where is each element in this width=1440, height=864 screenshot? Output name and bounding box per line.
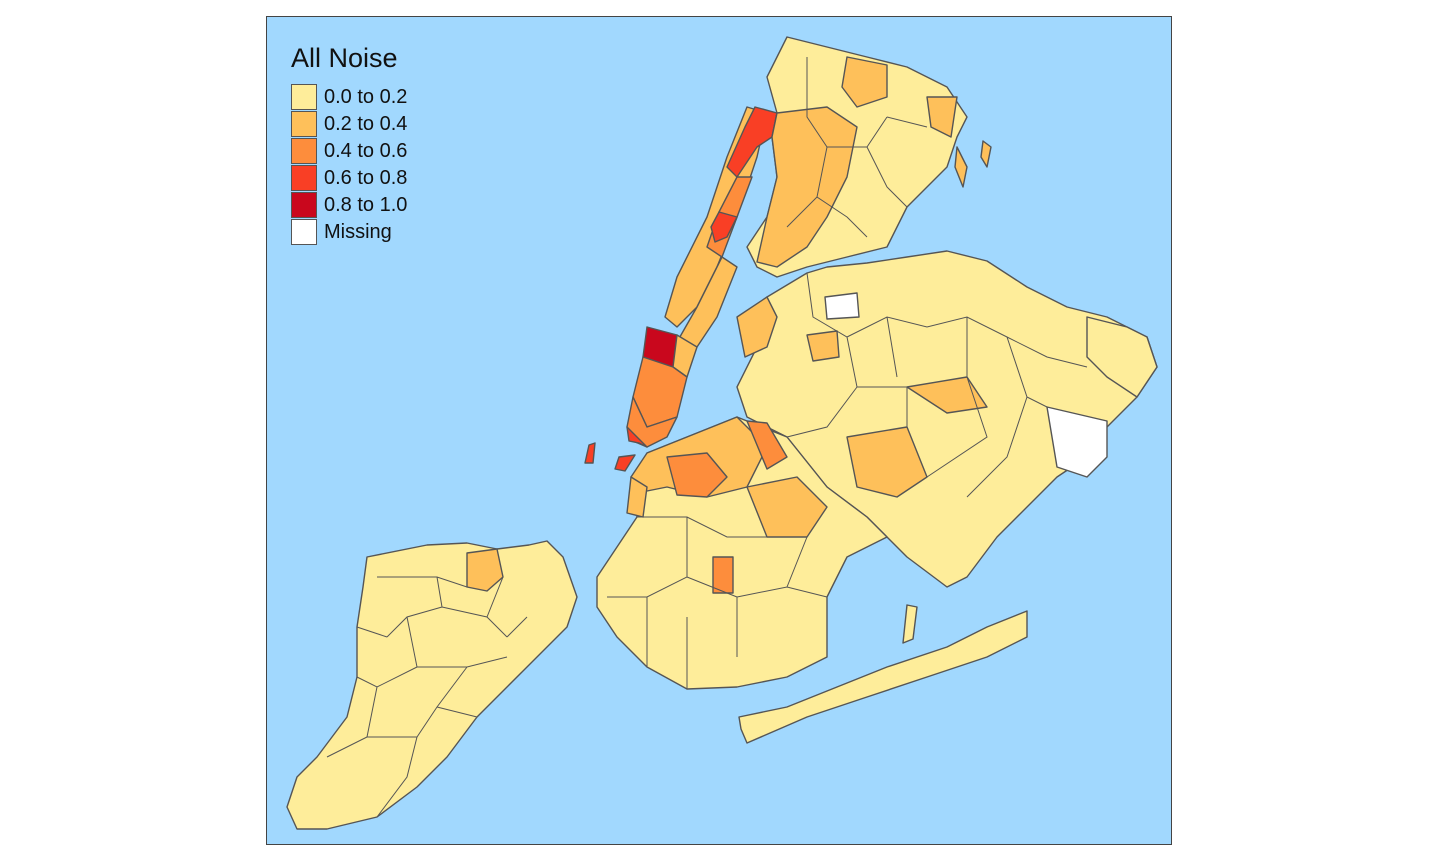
legend-swatch <box>291 110 317 137</box>
map-panel: All Noise 0.0 to 0.2 0.2 to 0.4 0.4 to 0… <box>266 16 1172 845</box>
liberty-island <box>584 442 596 464</box>
broad-channel <box>902 604 918 644</box>
legend-item: 0.4 to 0.6 <box>291 137 407 164</box>
queens-jfk-missing <box>1046 406 1108 478</box>
brooklyn-park-slope <box>712 556 734 594</box>
legend-title: All Noise <box>291 43 398 73</box>
manhattan-harlem <box>710 211 738 243</box>
bronx-internal-borders <box>786 57 928 238</box>
staten-island-north-shore <box>466 548 504 592</box>
legend-item: 0.0 to 0.2 <box>291 83 407 110</box>
queens-east-tip <box>1086 316 1158 398</box>
legend-swatch <box>291 164 317 191</box>
legend-swatch <box>291 191 317 218</box>
staten-island-internal-borders <box>326 576 528 818</box>
legend-label: 0.6 to 0.8 <box>324 166 408 189</box>
brooklyn-williamsburg <box>666 452 728 498</box>
bronx-east <box>926 96 958 138</box>
queens-laguardia-missing <box>824 292 860 320</box>
rockaway-peninsula <box>738 610 1028 744</box>
brooklyn <box>596 416 888 690</box>
bronx <box>746 36 968 278</box>
legend-label: 0.4 to 0.6 <box>324 139 408 162</box>
queens-astoria <box>736 296 778 358</box>
manhattan-financial-district <box>626 426 648 448</box>
staten-island <box>286 540 578 830</box>
brooklyn-bushwick <box>746 420 788 470</box>
bronx-north <box>841 56 888 108</box>
pelham-point <box>980 140 992 168</box>
manhattan <box>626 106 778 448</box>
legend-label: Missing <box>324 220 392 243</box>
choropleth-map <box>286 36 1158 830</box>
city-island <box>954 146 968 188</box>
staten-island-shape <box>286 540 578 830</box>
legend-item: 0.6 to 0.8 <box>291 164 407 191</box>
legend-label: 0.0 to 0.2 <box>324 85 408 108</box>
legend-items: 0.0 to 0.2 0.2 to 0.4 0.4 to 0.6 0.6 to … <box>291 83 407 245</box>
legend-item: Missing <box>291 218 407 245</box>
legend-swatch <box>291 218 317 245</box>
legend: All Noise 0.0 to 0.2 0.2 to 0.4 0.4 to 0… <box>291 43 407 245</box>
queens-jackson-heights <box>806 330 840 362</box>
legend-swatch <box>291 137 317 164</box>
brooklyn-internal-borders <box>607 516 828 689</box>
brooklyn-flatbush <box>746 476 828 538</box>
queens-internal-borders <box>786 272 1088 498</box>
governors-island <box>614 454 636 472</box>
legend-label: 0.2 to 0.4 <box>324 112 408 135</box>
queens-jamaica <box>846 426 928 498</box>
queens <box>736 250 1158 588</box>
legend-item: 0.2 to 0.4 <box>291 110 407 137</box>
queens-flushing <box>906 376 988 414</box>
legend-swatch <box>291 83 317 110</box>
legend-label: 0.8 to 1.0 <box>324 193 408 216</box>
legend-item: 0.8 to 1.0 <box>291 191 407 218</box>
